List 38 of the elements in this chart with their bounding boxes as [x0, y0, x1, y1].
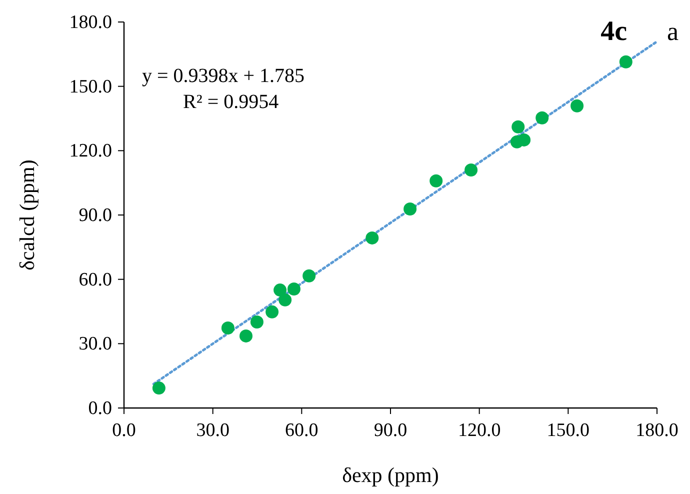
y-tick-label: 30.0 [78, 334, 112, 355]
point [266, 305, 279, 318]
point [518, 133, 531, 146]
y-tick-label: 90.0 [78, 205, 112, 226]
annotation: 4c [600, 16, 627, 47]
y-axis-title: δcalcd (ppm) [15, 160, 39, 270]
point [536, 111, 549, 124]
point [240, 329, 252, 342]
annotation: R² = 0.9954 [183, 91, 279, 113]
x-tick-label: 60.0 [285, 420, 318, 441]
text: a [667, 17, 679, 46]
x-tick-label: 180.0 [636, 420, 678, 441]
point [430, 174, 443, 188]
point [512, 120, 525, 134]
y-tick-label: 180.0 [69, 12, 112, 33]
point [464, 163, 478, 176]
x-tick-label: 150.0 [546, 420, 590, 441]
y-tick-label: 0.0 [88, 398, 112, 419]
point [302, 269, 316, 282]
x-tick-label: 0.0 [112, 420, 136, 441]
x-tick-label: 30.0 [196, 420, 230, 441]
y-tick-label: 150.0 [69, 76, 112, 98]
point [221, 322, 234, 335]
point [619, 55, 632, 68]
annotation: y = 0.9398x + 1.785 [142, 65, 305, 87]
point [274, 284, 287, 297]
point [152, 382, 166, 395]
y-tick-label: 120.0 [69, 140, 112, 162]
point [570, 99, 584, 112]
point [287, 282, 300, 296]
x-axis-title: δexp (ppm) [342, 463, 439, 487]
y-tick-label: 60.0 [78, 269, 112, 290]
point [366, 231, 379, 244]
point [250, 316, 264, 329]
point [278, 293, 292, 306]
x-tick-label: 90.0 [374, 420, 408, 441]
x-tick-label: 120.0 [458, 420, 501, 441]
point [404, 202, 417, 216]
